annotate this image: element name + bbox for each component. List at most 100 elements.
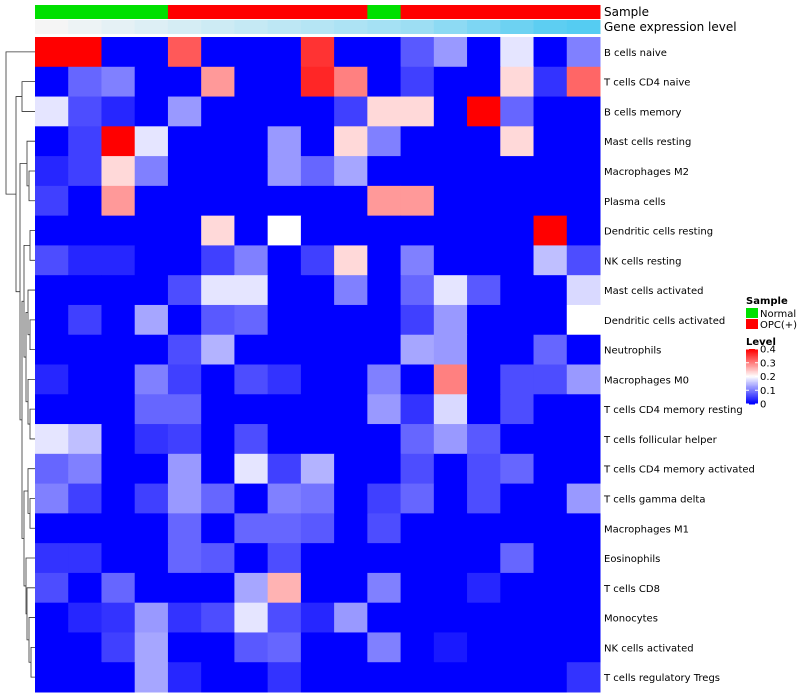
heatmap-cell: [101, 66, 136, 98]
heatmap-cell: [35, 513, 69, 544]
row-label: Macrophages M2: [604, 167, 689, 178]
dendrogram-link: [26, 140, 35, 187]
heatmap-cell: [467, 632, 501, 663]
heatmap-cell: [68, 394, 102, 425]
heatmap-cell: [300, 334, 335, 365]
sample-cell: [167, 5, 202, 19]
heatmap-cell: [101, 602, 136, 633]
level-bar-segment: [746, 398, 758, 401]
heatmap-cell: [500, 483, 535, 514]
heatmap-cell: [234, 453, 269, 485]
heatmap-cell: [433, 334, 468, 365]
heatmap-cell: [533, 156, 568, 187]
heatmap-cell: [234, 394, 269, 425]
heatmap-cell: [35, 66, 69, 98]
heatmap-cell: [367, 245, 402, 276]
heatmap-cell: [433, 513, 468, 544]
heatmap-cell: [566, 96, 601, 127]
level-bar-segment: [746, 373, 758, 376]
heatmap-cell: [201, 37, 235, 68]
heatmap-cell: [300, 185, 335, 217]
heatmap-cell: [334, 126, 368, 157]
heatmap-cell: [134, 602, 169, 633]
heatmap-cell: [300, 304, 335, 336]
heatmap-cell: [300, 662, 335, 693]
heatmap-cell: [467, 394, 501, 425]
heatmap-cell: [101, 37, 136, 68]
sample-annotation-label: Sample: [604, 5, 649, 19]
heatmap-cell: [500, 662, 535, 693]
level-bar-segment: [746, 399, 758, 402]
heatmap-cell: [533, 37, 568, 68]
heatmap-cell: [300, 632, 335, 663]
heatmap-cell: [68, 543, 102, 574]
heatmap-cell: [101, 543, 136, 574]
heatmap-cell: [367, 126, 402, 157]
heatmap-cell: [467, 513, 501, 544]
dendrogram-link: [29, 498, 35, 529]
heatmap-cell: [467, 543, 501, 574]
heatmap-cell: [201, 185, 235, 217]
row-dendrogram: [5, 51, 35, 678]
heatmap-cell: [68, 126, 102, 157]
heatmap-cell: [334, 572, 368, 604]
heatmap-cell: [400, 632, 435, 663]
heatmap-cell: [433, 245, 468, 276]
heatmap-cell: [400, 215, 435, 246]
heatmap-cell: [467, 66, 501, 98]
dendrogram-link: [21, 81, 35, 112]
heatmap-cell: [300, 245, 335, 276]
heatmap-cell: [334, 96, 368, 127]
heatmap-cell: [267, 513, 302, 544]
heatmap-cell: [433, 37, 468, 68]
heatmap-cell: [134, 364, 169, 395]
level-bar-segment: [746, 355, 758, 358]
heatmap-cell: [167, 572, 202, 604]
heatmap-cell: [566, 156, 601, 187]
heatmap-cell: [533, 364, 568, 395]
heatmap-cell: [167, 543, 202, 574]
heatmap-cell: [400, 156, 435, 187]
heatmap-cell: [566, 304, 601, 336]
heatmap-cell: [35, 215, 69, 246]
heatmap-cell: [167, 662, 202, 693]
heatmap-cell: [267, 245, 302, 276]
heatmap-cell: [167, 424, 202, 455]
heatmap-cell: [68, 156, 102, 187]
heatmap-cell: [400, 543, 435, 574]
row-label: Plasma cells: [604, 197, 666, 208]
heatmap-cell: [533, 275, 568, 306]
level-tick-label: 0: [760, 400, 766, 411]
row-label: Dendritic cells resting: [604, 227, 713, 238]
heatmap-cell: [467, 602, 501, 633]
heatmap-cell: [201, 245, 235, 276]
heatmap-cell: [433, 572, 468, 604]
heatmap-cell: [267, 394, 302, 425]
expression-cell: [500, 20, 535, 34]
expression-cell: [134, 20, 169, 34]
heatmap-cell: [500, 245, 535, 276]
heatmap-cell: [68, 602, 102, 633]
heatmap-cell: [433, 304, 468, 336]
legend-opc-swatch: [746, 319, 758, 329]
heatmap-cell: [467, 126, 501, 157]
heatmap-cell: [267, 156, 302, 187]
heatmap-cell: [433, 364, 468, 395]
heatmap-cell: [367, 632, 402, 663]
heatmap-cell: [500, 96, 535, 127]
heatmap-cell: [68, 453, 102, 485]
heatmap-cell: [334, 364, 368, 395]
heatmap-cell: [500, 37, 535, 68]
heatmap-cell: [134, 572, 169, 604]
heatmap-cell: [234, 126, 269, 157]
heatmap-cell: [134, 215, 169, 246]
heatmap-cell: [467, 304, 501, 336]
heatmap-cell: [334, 513, 368, 544]
heatmap-cell: [267, 185, 302, 217]
heatmap-cell: [234, 304, 269, 336]
heatmap-cell: [35, 364, 69, 395]
row-label: Macrophages M0: [604, 375, 689, 386]
level-bar-segment: [746, 362, 758, 365]
heatmap-cell: [367, 37, 402, 68]
heatmap-cell: [35, 602, 69, 633]
